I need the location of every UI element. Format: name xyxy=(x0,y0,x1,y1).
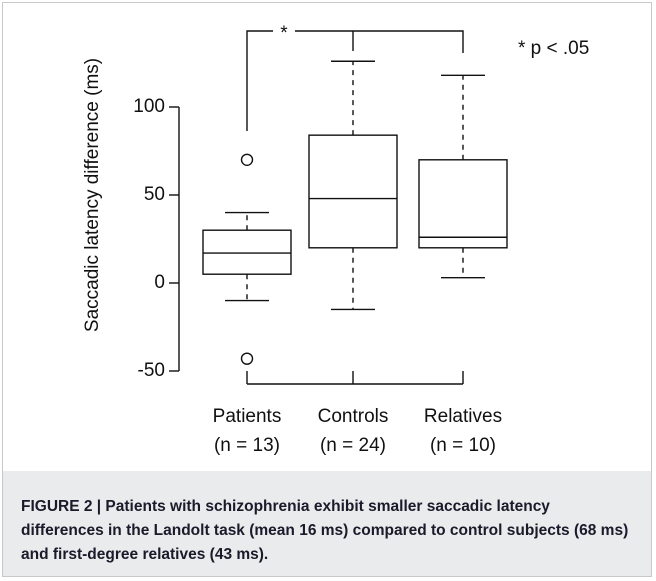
top-bracket xyxy=(246,30,464,131)
caption: FIGURE 2 | Patients with schizophrenia e… xyxy=(3,471,651,576)
x-sublabel: (n = 24) xyxy=(320,435,386,456)
outlier xyxy=(240,352,254,365)
x-tick-label: Controls xyxy=(318,406,389,427)
x-sublabel: (n = 13) xyxy=(214,435,280,456)
chart: Saccadic latency difference (ms) * * p <… xyxy=(82,23,589,456)
x-tick-label: Relatives xyxy=(424,406,502,427)
x-tick-label: Patients xyxy=(213,406,282,427)
y-axis-label: Saccadic latency difference (ms) xyxy=(82,58,103,332)
outlier xyxy=(240,153,254,167)
significance-mark: * xyxy=(280,23,288,44)
box xyxy=(308,134,398,249)
y-tick-label: -50 xyxy=(138,360,165,381)
y-tick-label: 100 xyxy=(133,96,165,117)
box xyxy=(418,159,508,249)
y-tick-label: 0 xyxy=(154,272,165,293)
x-sublabel: (n = 10) xyxy=(430,435,496,456)
legend-note: * p < .05 xyxy=(518,38,589,59)
box xyxy=(202,229,292,275)
y-tick-label: 50 xyxy=(144,184,165,205)
